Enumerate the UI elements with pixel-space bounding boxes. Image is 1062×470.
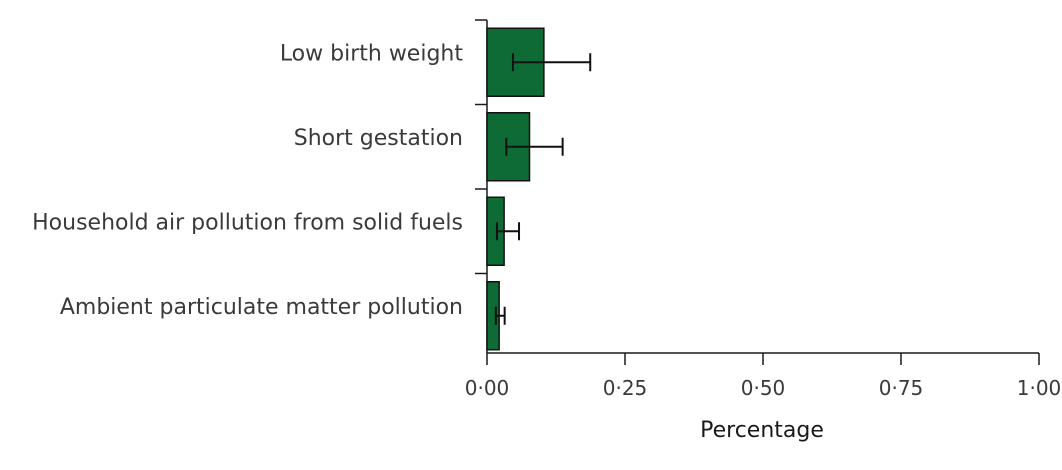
x-tick-label: 0·00 — [465, 376, 510, 400]
x-tick-label: 0·50 — [741, 376, 786, 400]
x-tick-label: 0·25 — [603, 376, 648, 400]
plot-area: 0·00 0·25 0·50 0·75 1·00 Low birth weight Shor… — [32, 19, 1062, 400]
category-label: Short gestation — [294, 126, 463, 151]
x-tick-label: 1·00 — [1017, 376, 1062, 400]
x-axis-title: Percentage — [700, 418, 824, 443]
category-label: Low birth weight — [280, 41, 464, 66]
category-label: Household air pollution from solid fuels — [32, 210, 463, 235]
x-tick-label: 0·75 — [879, 376, 924, 400]
category-label: Ambient particulate matter pollution — [60, 295, 463, 320]
